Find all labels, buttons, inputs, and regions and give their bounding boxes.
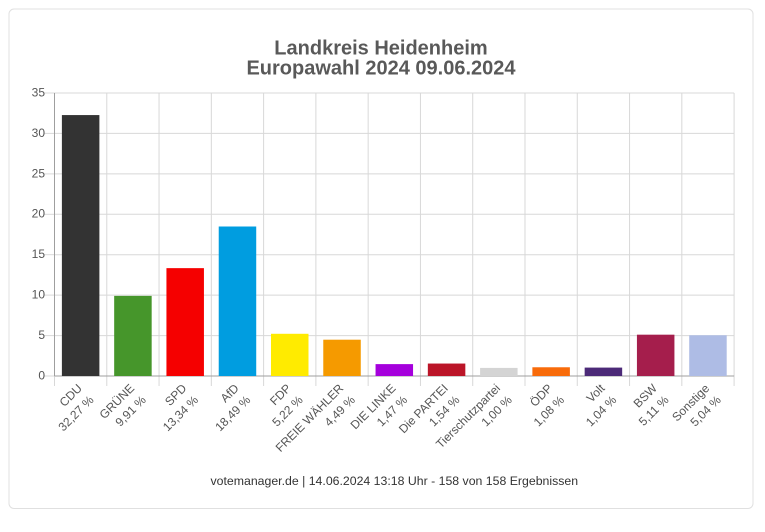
svg-text:30: 30 xyxy=(32,126,46,140)
svg-text:10: 10 xyxy=(32,288,46,302)
svg-text:Europawahl 2024 09.06.2024: Europawahl 2024 09.06.2024 xyxy=(246,58,516,80)
svg-text:0: 0 xyxy=(38,368,45,382)
svg-text:votemanager.de | 14.06.2024 13: votemanager.de | 14.06.2024 13:18 Uhr - … xyxy=(211,474,579,488)
svg-text:25: 25 xyxy=(32,166,46,180)
svg-text:20: 20 xyxy=(32,207,46,221)
svg-text:35: 35 xyxy=(32,85,46,99)
svg-text:5: 5 xyxy=(38,328,45,342)
svg-text:Landkreis Heidenheim: Landkreis Heidenheim xyxy=(274,38,487,60)
svg-text:15: 15 xyxy=(32,247,46,261)
